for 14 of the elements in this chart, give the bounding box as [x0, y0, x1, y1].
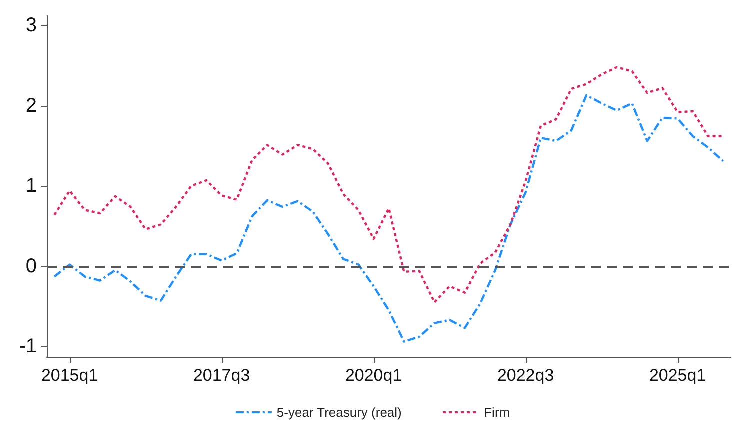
x-tick-label: 2017q3 — [193, 366, 250, 385]
y-tick-label: -1 — [19, 336, 37, 358]
line-series — [54, 66, 724, 304]
line-series — [54, 94, 724, 343]
y-tick-label: 2 — [26, 94, 37, 117]
legend-label: Firm — [484, 405, 510, 420]
x-tick-label: 2015q1 — [41, 366, 98, 385]
y-tick-label: 3 — [26, 14, 37, 37]
y-tick-label: 0 — [26, 255, 37, 278]
x-tick-label: 2025q1 — [649, 366, 706, 385]
y-tick-label: 1 — [26, 175, 37, 198]
x-tick-label: 2022q3 — [497, 366, 554, 385]
x-tick-label: 2020q1 — [345, 366, 402, 385]
legend-label: 5-year Treasury (real) — [276, 405, 402, 420]
